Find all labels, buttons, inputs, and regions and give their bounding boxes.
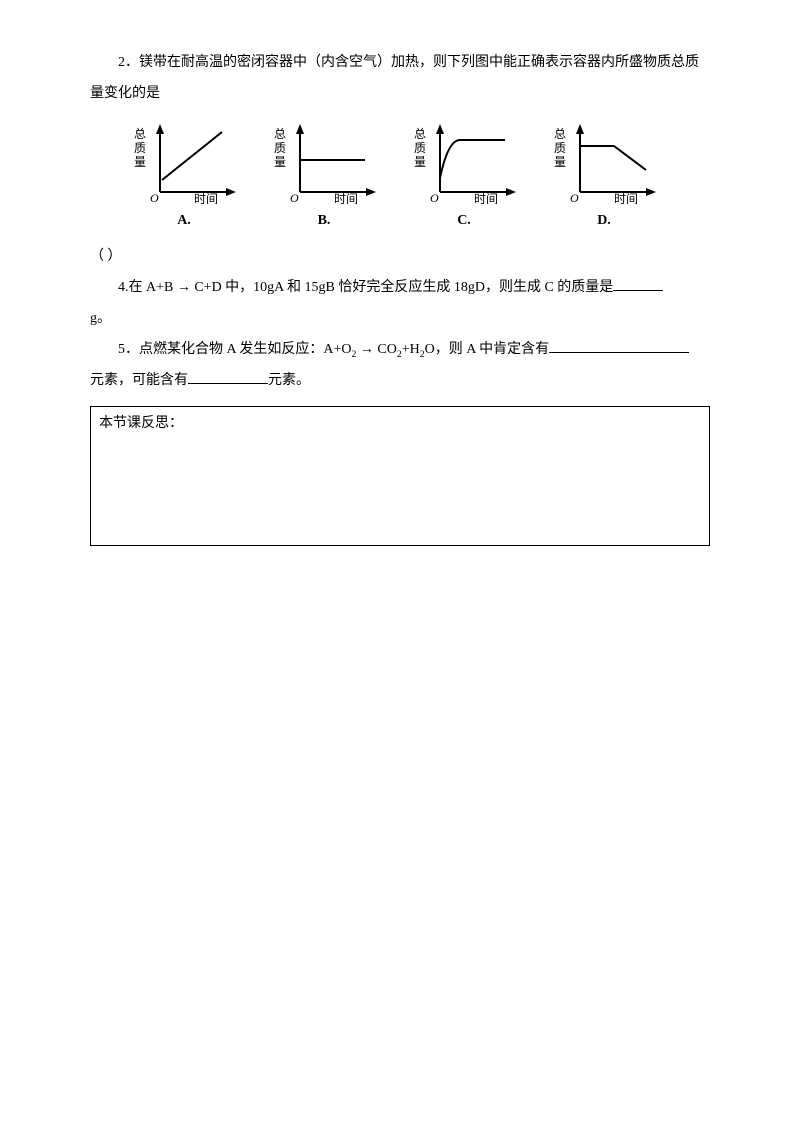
chart-a-box: 总 质 量 O 时间: [130, 120, 238, 204]
svg-text:质: 质: [554, 141, 566, 155]
svg-text:质: 质: [274, 141, 286, 155]
q5-mid: → CO: [356, 342, 396, 357]
chart-d: 总 质 量 O 时间 D.: [550, 120, 658, 237]
chart-b-svg: 总 质 量 O 时间: [270, 120, 378, 204]
svg-text:O: O: [430, 191, 439, 204]
charts-row: 总 质 量 O 时间 A. 总 质 量 O 时间: [130, 120, 710, 237]
reflection-box[interactable]: 本节课反思：: [90, 406, 710, 546]
svg-text:量: 量: [274, 155, 286, 169]
chart-c-svg: 总 质 量 O 时间: [410, 120, 518, 204]
q4-text: 4.在 A+B → C+D 中，10gA 和 15gB 恰好完全反应生成 18g…: [90, 273, 710, 304]
svg-text:时间: 时间: [334, 192, 358, 204]
svg-text:时间: 时间: [614, 192, 638, 204]
svg-text:总: 总: [134, 127, 146, 141]
svg-text:总: 总: [554, 127, 566, 141]
q4-prefix: 4.在 A+B → C+D 中，10gA 和 15gB 恰好完全反应生成 18g…: [118, 280, 613, 295]
chart-c-box: 总 质 量 O 时间: [410, 120, 518, 204]
chart-b-box: 总 质 量 O 时间: [270, 120, 378, 204]
chart-d-letter: D.: [597, 206, 611, 237]
q5-suffix: O，则 A 中肯定含有: [425, 342, 549, 357]
chart-d-svg: 总 质 量 O 时间: [550, 120, 658, 204]
chart-c-letter: C.: [457, 206, 471, 237]
chart-b-letter: B.: [318, 206, 331, 237]
blank-q5a[interactable]: [549, 339, 689, 353]
svg-text:O: O: [290, 191, 299, 204]
q5-line2-suffix: 元素。: [268, 373, 310, 388]
q5-line2: 元素，可能含有 元素。: [90, 366, 710, 397]
svg-text:量: 量: [414, 155, 426, 169]
chart-c: 总 质 量 O 时间 C.: [410, 120, 518, 237]
svg-text:时间: 时间: [474, 192, 498, 204]
chart-a-svg: 总 质 量 O 时间: [130, 120, 238, 204]
chart-a: 总 质 量 O 时间 A.: [130, 120, 238, 237]
svg-text:质: 质: [414, 141, 426, 155]
svg-text:量: 量: [554, 155, 566, 169]
blank-q4[interactable]: [613, 277, 663, 291]
chart-d-box: 总 质 量 O 时间: [550, 120, 658, 204]
svg-text:总: 总: [414, 127, 426, 141]
paren-blank: （ ）: [90, 242, 710, 273]
chart-a-letter: A.: [177, 206, 191, 237]
svg-text:O: O: [570, 191, 579, 204]
q4-suffix: g。: [90, 304, 710, 335]
q5-line2-prefix: 元素，可能含有: [90, 373, 188, 388]
svg-text:时间: 时间: [194, 192, 218, 204]
q5-prefix: 5．点燃某化合物 A 发生如反应：A+O: [118, 342, 351, 357]
svg-text:总: 总: [274, 127, 286, 141]
reflection-label: 本节课反思：: [99, 416, 183, 431]
q2-text: 2．镁带在耐高温的密闭容器中（内含空气）加热，则下列图中能正确表示容器内所盛物质…: [90, 48, 710, 110]
svg-text:量: 量: [134, 155, 146, 169]
q5-mid2: +H: [402, 342, 420, 357]
chart-b: 总 质 量 O 时间 B.: [270, 120, 378, 237]
svg-text:质: 质: [134, 141, 146, 155]
blank-q5b[interactable]: [188, 370, 268, 384]
q5-line1: 5．点燃某化合物 A 发生如反应：A+O2 → CO2+H2O，则 A 中肯定含…: [90, 335, 710, 366]
svg-text:O: O: [150, 191, 159, 204]
